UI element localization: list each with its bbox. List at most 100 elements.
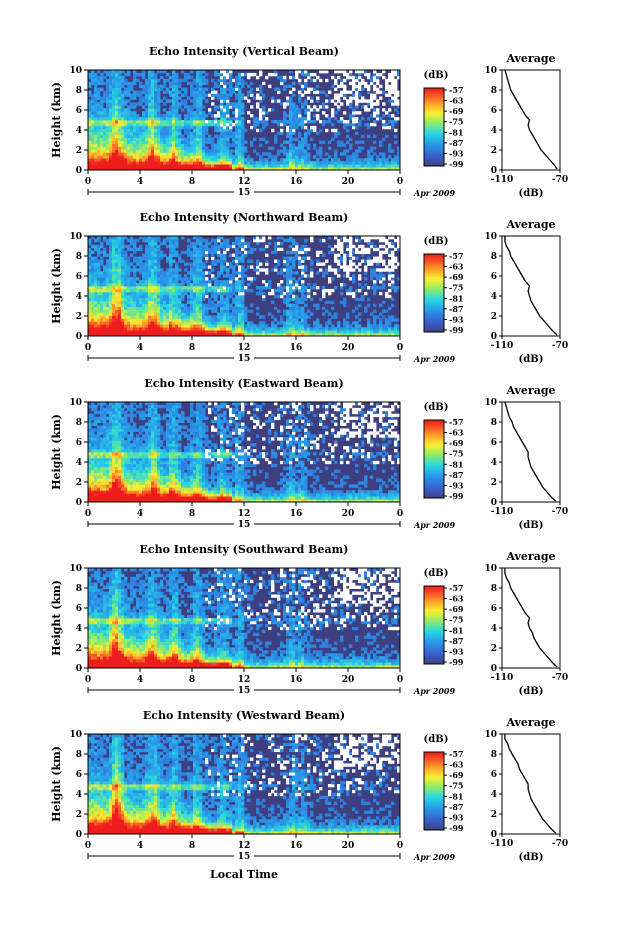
heatmap-cell (163, 96, 167, 100)
heatmap-cell (376, 161, 380, 165)
heatmap-cell (253, 117, 257, 121)
heatmap-cell (172, 105, 176, 109)
heatmap-cell (175, 286, 179, 290)
heatmap-cell (193, 125, 197, 130)
heatmap-cell (175, 146, 179, 150)
heatmap-cell (220, 78, 224, 83)
heatmap-cell (232, 140, 236, 144)
heatmap-cell (307, 309, 311, 313)
heatmap-cell (235, 241, 239, 246)
heatmap-cell (226, 87, 230, 91)
heatmap-cell (190, 324, 194, 328)
heatmap-cell (226, 140, 230, 144)
heatmap-cell (394, 84, 398, 89)
heatmap-cell (172, 70, 176, 74)
heatmap-cell (163, 286, 167, 290)
heatmap-cell (241, 158, 245, 162)
heatmap-cell (133, 102, 137, 106)
heatmap-cell (112, 99, 116, 103)
heatmap-cell (151, 84, 155, 89)
heatmap-cell (379, 271, 383, 275)
heatmap-cell (337, 333, 341, 337)
heatmap-cell (139, 268, 143, 272)
heatmap-cell (151, 294, 155, 299)
heatmap-cell (202, 271, 206, 275)
heatmap-cell (337, 120, 341, 124)
heatmap-cell (145, 253, 149, 257)
heatmap-cell (130, 297, 134, 302)
heatmap-cell (145, 140, 149, 144)
heatmap-cell (301, 274, 305, 278)
heatmap-cell (91, 128, 95, 133)
heatmap-cell (217, 111, 221, 115)
heatmap-cell (184, 143, 188, 147)
heatmap-cell (211, 158, 215, 162)
heatmap-cell (157, 125, 161, 130)
heatmap-cell (214, 161, 218, 165)
heatmap-cell (91, 303, 95, 307)
x-tick-label: 0 (397, 177, 403, 187)
heatmap-cell (199, 161, 203, 165)
heatmap-cell (238, 164, 242, 168)
heatmap-cell (397, 167, 401, 171)
heatmap-cell (91, 333, 95, 337)
heatmap-cell (292, 286, 296, 290)
heatmap-cell (106, 167, 110, 171)
x-tick-label: 8 (189, 177, 195, 187)
heatmap-cell (235, 134, 239, 139)
heatmap-cell (307, 146, 311, 150)
heatmap-cell (199, 274, 203, 278)
heatmap-cell (289, 108, 293, 112)
heatmap-cell (115, 288, 119, 293)
heatmap-cell (175, 300, 179, 305)
heatmap-cell (187, 158, 191, 162)
heatmap-cell (247, 90, 251, 94)
heatmap-cell (376, 286, 380, 290)
heatmap-cell (349, 99, 353, 103)
heatmap-cell (97, 70, 101, 74)
heatmap-cell (178, 117, 182, 121)
heatmap-cell (295, 300, 299, 305)
heatmap-cell (166, 280, 170, 284)
heatmap-cell (289, 140, 293, 144)
heatmap-cell (349, 164, 353, 168)
heatmap-cell (160, 70, 164, 74)
heatmap-cell (301, 333, 305, 337)
heatmap-cell (88, 318, 92, 322)
heatmap-cell (256, 75, 260, 80)
heatmap-cell (289, 291, 293, 296)
heatmap-cell (349, 158, 353, 162)
heatmap-cell (103, 120, 107, 124)
heatmap-cell (244, 330, 248, 334)
heatmap-cell (121, 105, 125, 109)
heatmap-cell (301, 120, 305, 124)
heatmap-cell (205, 128, 209, 133)
heatmap-cell (181, 70, 185, 74)
heatmap-cell (316, 99, 320, 103)
heatmap-cell (331, 268, 335, 272)
heatmap-cell (157, 312, 161, 316)
heatmap-cell (373, 324, 377, 328)
heatmap-cell (187, 140, 191, 144)
heatmap-cell (394, 96, 398, 100)
heatmap-cell (358, 327, 362, 331)
heatmap-cell (130, 312, 134, 316)
heatmap-cell (124, 87, 128, 91)
heatmap-cell (166, 306, 170, 310)
heatmap-cell (94, 152, 98, 156)
heatmap-cell (145, 238, 149, 243)
heatmap-cell (88, 134, 92, 139)
heatmap-cell (106, 108, 110, 112)
heatmap-cell (118, 105, 122, 109)
heatmap-cell (169, 268, 173, 272)
heatmap-cell (328, 167, 332, 171)
y-axis-label: Height (km) (50, 248, 63, 324)
heatmap-cell (133, 283, 137, 287)
heatmap-cell (148, 152, 152, 156)
heatmap-cell (112, 122, 116, 127)
heatmap-cell (121, 288, 125, 293)
heatmap-cell (226, 102, 230, 106)
heatmap-cell (340, 259, 344, 263)
heatmap-cell (394, 140, 398, 144)
heatmap-cell (97, 286, 101, 290)
